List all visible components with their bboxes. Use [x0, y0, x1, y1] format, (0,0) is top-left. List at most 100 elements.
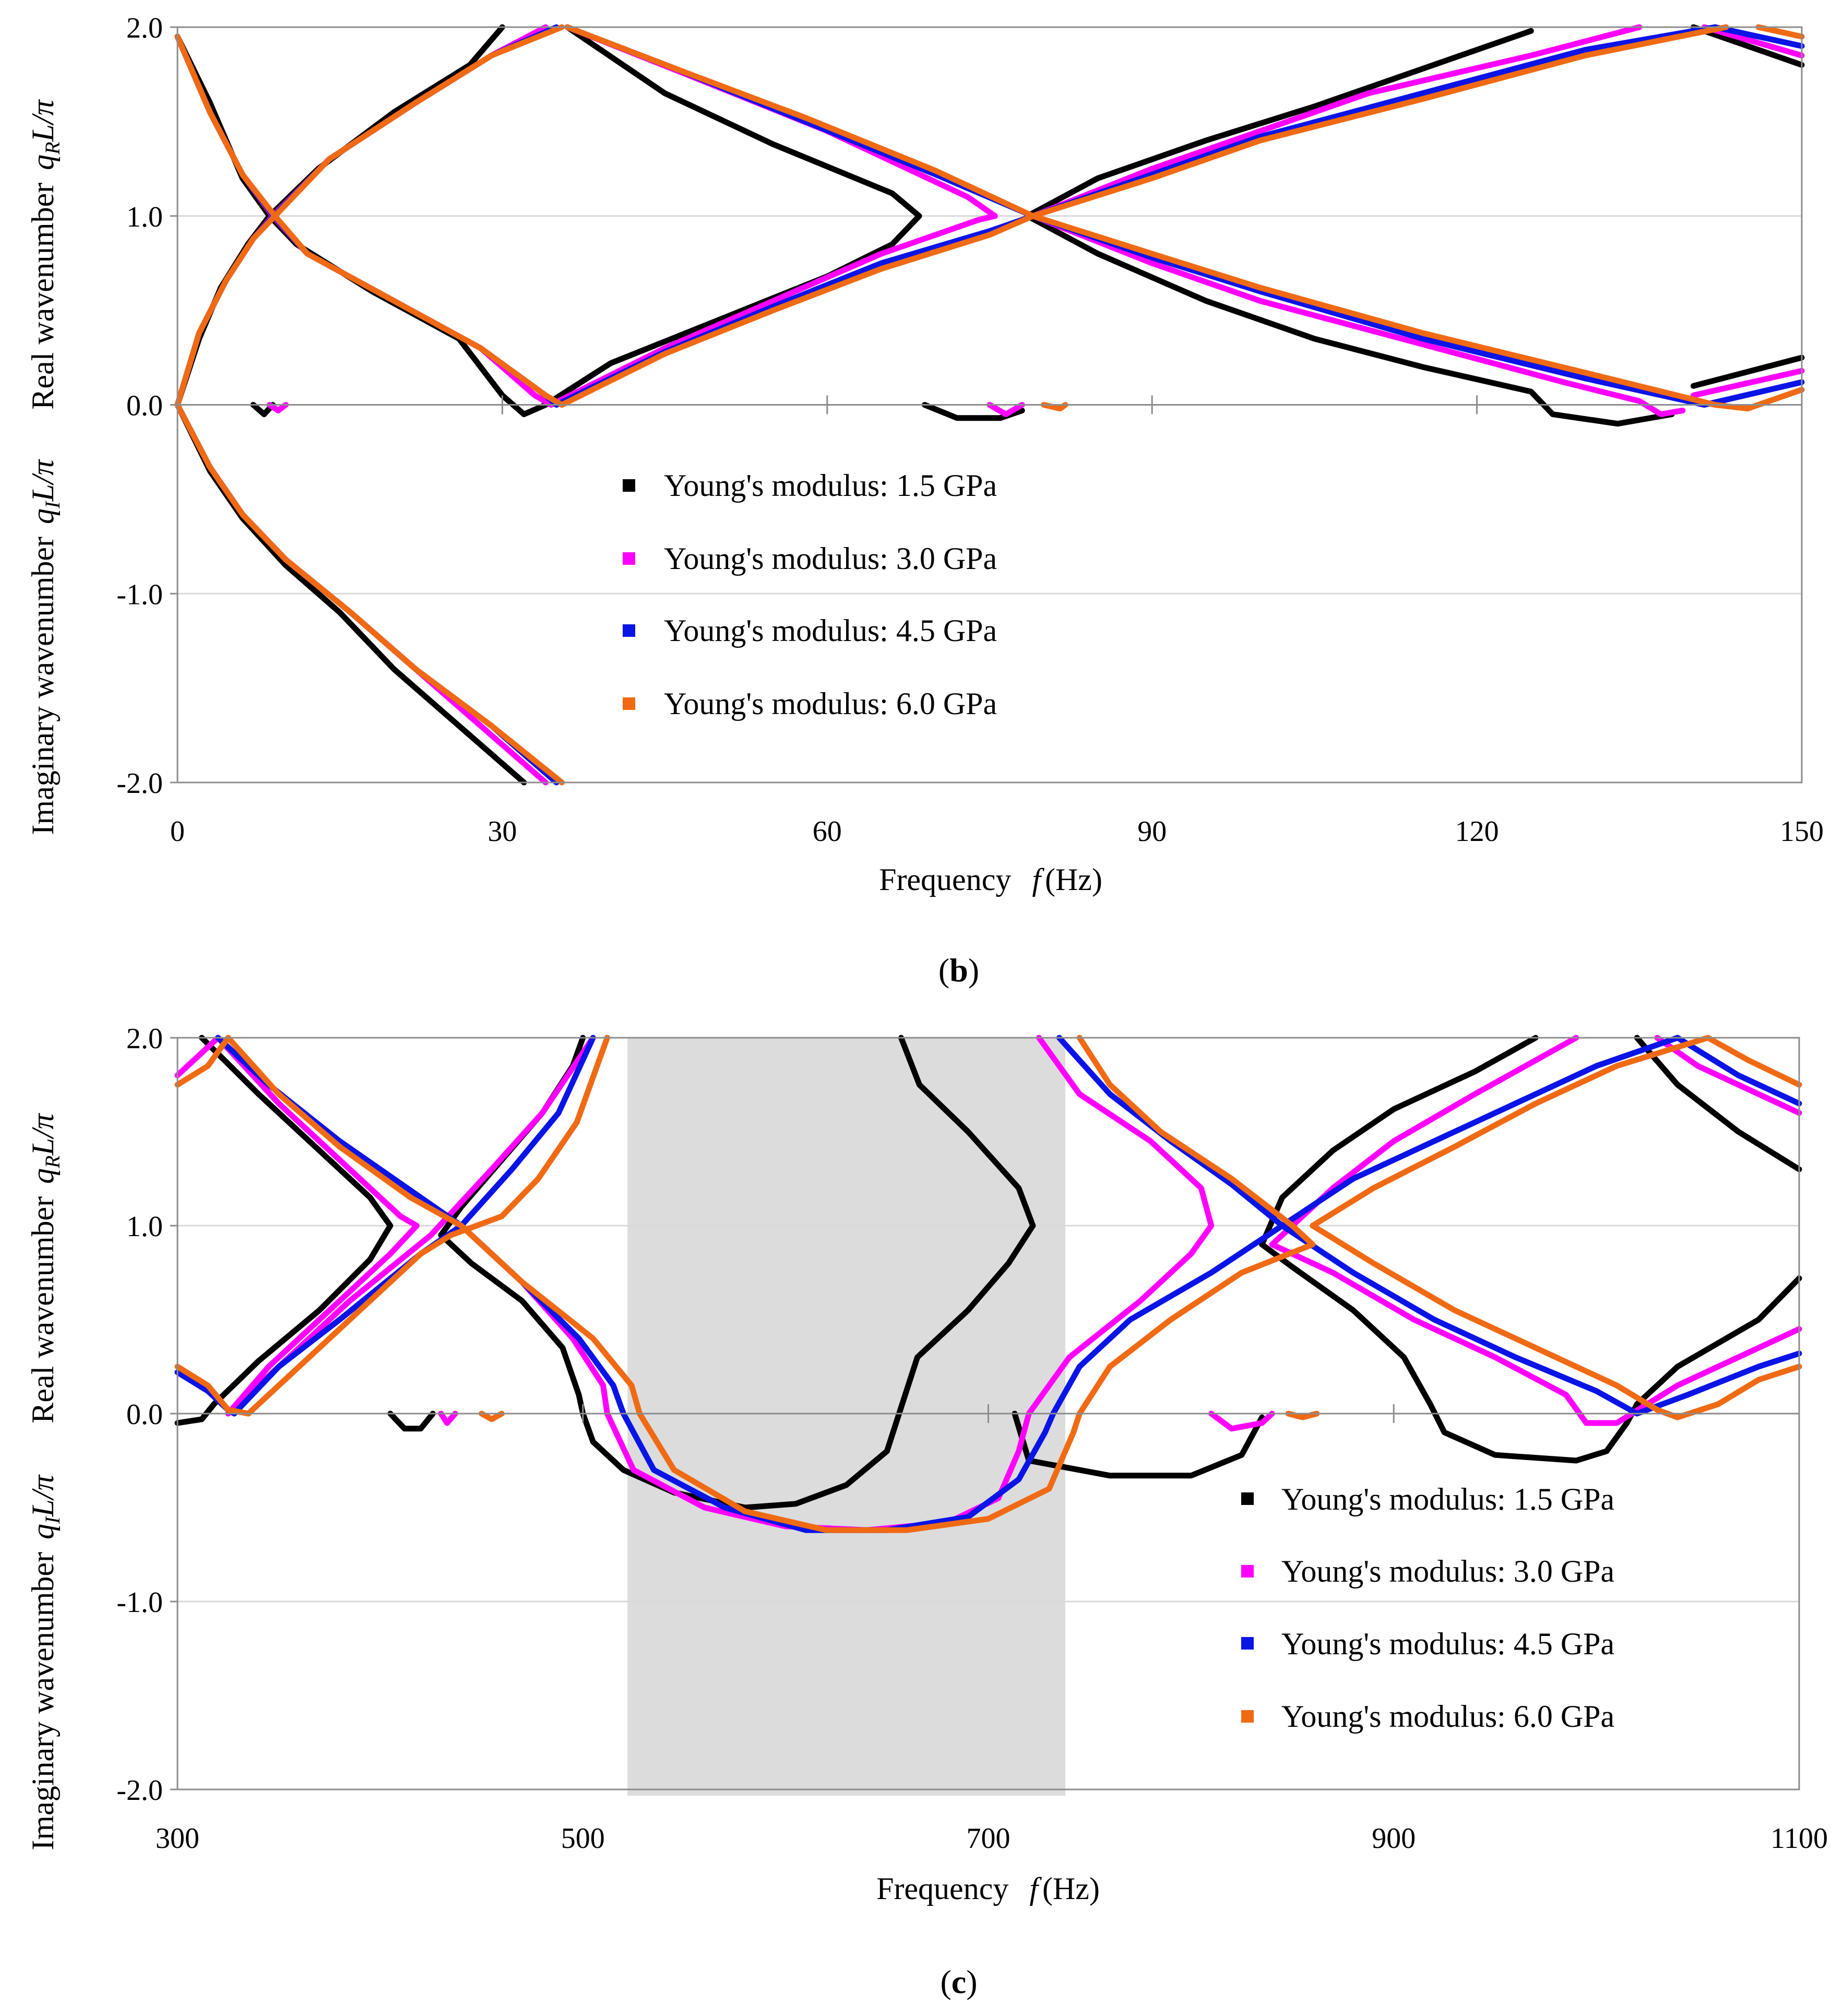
series-b-2-branch-10	[986, 402, 1025, 418]
series-b-4-branch-5	[1030, 213, 1718, 408]
y-tick-label-c-1: 1.0	[126, 1211, 163, 1243]
series-c-1-branch-8	[1634, 1035, 1802, 1172]
x-axis-label-b: Frequency f (Hz)	[879, 862, 1102, 897]
legend-swatch-b-4	[623, 697, 635, 710]
series-b-3-branch-7	[1701, 379, 1805, 408]
series-b-1-branch-7	[1691, 24, 1805, 68]
legend-c: Young's modulus: 1.5 GPa Young's modulus…	[1241, 1482, 1614, 1734]
series-b-1-branch-5	[1025, 28, 1534, 219]
series-c-2-branch-2	[215, 1035, 420, 1417]
series-b-4-branch-9	[174, 402, 565, 786]
series-c-1-branch-5	[1012, 1410, 1265, 1479]
legend-label-c-3: Young's modulus: 4.5 GPa	[1281, 1627, 1614, 1661]
y-tick-label-c-0: 2.0	[126, 1023, 163, 1055]
series-b-4-branch-10	[1041, 402, 1068, 412]
legend-swatch-b-1	[623, 479, 635, 492]
series-c-4-branch-8	[1705, 1035, 1802, 1088]
series-b-4-branch-2	[174, 24, 565, 408]
series-b-4-branch-6	[1030, 24, 1729, 219]
y-ticks-b: 2.0 1.0 0.0 -1.0 -2.0	[116, 12, 177, 800]
series-b-1-branch-4	[1025, 213, 1675, 427]
series-c-4-branch-3	[225, 1035, 1316, 1533]
x-tick-label-c-3: 900	[1372, 1822, 1416, 1855]
x-ticks-c: 300 500 700 900 1100	[156, 1404, 1828, 1855]
series-c-4-branch-9	[479, 1410, 505, 1422]
series-c-2-branch-4	[458, 1035, 1215, 1533]
legend-label-c-2: Young's modulus: 3.0 GPa	[1281, 1554, 1614, 1588]
x-tick-label-b-0: 0	[170, 815, 185, 848]
curves-b	[174, 24, 1805, 786]
series-c-1-branch-2	[438, 1035, 1036, 1511]
series-b-2-branch-4	[1030, 213, 1686, 418]
series-b-1-branch-6	[1691, 354, 1805, 389]
series-c-4-branch-10	[1285, 1410, 1320, 1420]
series-c-3-branch-3	[215, 1035, 1286, 1533]
x-tick-label-b-3: 90	[1137, 815, 1167, 848]
x-tick-label-c-2: 700	[967, 1822, 1010, 1855]
series-c-4-branch-4	[245, 1035, 610, 1417]
series-c-2-branch-8	[1269, 1241, 1802, 1426]
legend-label-b-3: Young's modulus: 4.5 GPa	[664, 613, 997, 648]
chart-b: 2.0 1.0 0.0 -1.0 -2.0 0 30 60 90 120 150 Real wav…	[26, 12, 1824, 989]
y-tick-label-c-3: -1.0	[116, 1586, 163, 1619]
y-tick-label-c-2: 0.0	[126, 1398, 163, 1431]
x-tick-label-b-2: 60	[813, 815, 842, 848]
y-tick-label-b-0: 2.0	[126, 12, 163, 44]
series-c-3-branch-6	[1279, 1035, 1681, 1229]
series-b-4-branch-1	[174, 33, 565, 408]
series-b-2-branch-7	[1701, 24, 1805, 58]
legend-swatch-b-2	[623, 552, 635, 565]
series-c-4-branch-7	[1310, 1223, 1802, 1420]
legend-label-b-2: Young's modulus: 3.0 GPa	[664, 541, 997, 576]
series-b-4-branch-3	[559, 213, 1036, 408]
series-b-3-branch-5	[1030, 213, 1707, 408]
series-c-2-branch-9	[1654, 1035, 1802, 1116]
series-c-4-branch-2	[174, 1035, 231, 1088]
legend-swatch-c-2	[1241, 1565, 1254, 1578]
legend-label-c-1: Young's modulus: 1.5 GPa	[1281, 1482, 1614, 1516]
y-ticks-c: 2.0 1.0 0.0 -1.0 -2.0	[116, 1023, 177, 1807]
series-c-4-branch-6	[1310, 1035, 1711, 1229]
y-tick-label-c-4: -2.0	[116, 1774, 163, 1807]
series-b-1-branch-3	[542, 24, 922, 408]
series-c-1-branch-4	[387, 1410, 436, 1432]
series-c-2-branch-6	[1208, 1410, 1275, 1432]
y-axis-label-real-c: Real wavenumberqRL/π	[26, 1112, 64, 1423]
legend-swatch-c-1	[1241, 1492, 1254, 1505]
y-axis-label-imag-b: Imaginary wavenumberqIL/π	[26, 459, 64, 835]
y-tick-label-b-4: -2.0	[116, 767, 163, 800]
series-c-2-branch-1	[174, 1035, 221, 1078]
legend-swatch-b-3	[623, 624, 635, 637]
chart-c: 2.0 1.0 0.0 -1.0 -2.0 300 500 700 900 1100 Real …	[26, 1023, 1828, 2000]
series-c-1-branch-1	[174, 1035, 394, 1426]
series-b-4-branch-7	[1712, 387, 1805, 412]
series-c-4-branch-5	[1076, 1035, 1295, 1229]
x-tick-label-b-5: 150	[1780, 815, 1824, 848]
series-b-4-branch-8	[1755, 24, 1805, 40]
y-axis-label-real-b: Real wavenumberqRL/π	[26, 99, 64, 409]
legend-label-b-4: Young's modulus: 6.0 GPa	[664, 686, 997, 721]
x-axis-label-c: Frequency f (Hz)	[876, 1871, 1100, 1906]
y-tick-label-b-2: 0.0	[126, 390, 163, 422]
series-b-2-branch-5	[1030, 24, 1643, 219]
series-c-3-branch-7	[1674, 1035, 1802, 1107]
x-tick-label-c-0: 300	[156, 1822, 199, 1855]
legend-label-c-4: Young's modulus: 6.0 GPa	[1281, 1699, 1614, 1734]
legend-swatch-c-3	[1241, 1637, 1254, 1650]
x-tick-label-b-1: 30	[487, 815, 517, 848]
curves-c	[174, 1035, 1802, 1533]
y-tick-label-b-3: -1.0	[116, 578, 163, 611]
x-tick-label-b-4: 120	[1455, 815, 1499, 848]
caption-c: (c)	[940, 1963, 977, 2000]
series-c-1-branch-7	[1259, 1035, 1539, 1248]
legend-label-b-1: Young's modulus: 1.5 GPa	[664, 468, 997, 503]
series-c-4-branch-1	[174, 1363, 252, 1417]
y-tick-label-b-1: 1.0	[126, 201, 163, 233]
x-ticks-b: 0 30 60 90 120 150	[170, 395, 1824, 848]
legend-b: Young's modulus: 1.5 GPa Young's modulus…	[623, 468, 997, 721]
legend-swatch-c-4	[1241, 1710, 1254, 1723]
series-b-2-branch-6	[1691, 367, 1805, 398]
series-b-3-branch-8	[1712, 24, 1805, 49]
series-c-1-branch-6	[1259, 1241, 1802, 1464]
